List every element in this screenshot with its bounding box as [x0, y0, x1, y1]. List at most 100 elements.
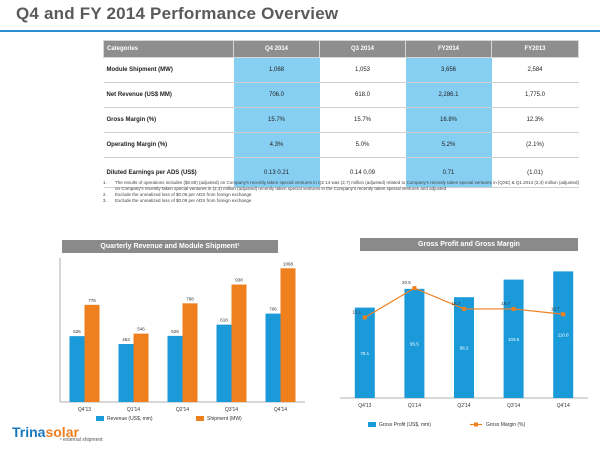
table-cell: 3,656: [405, 57, 492, 83]
margin-point: [362, 315, 367, 320]
bar: [553, 271, 574, 398]
table-row: Module Shipment (MW) 1,068 1,053 3,656 2…: [103, 57, 579, 83]
column-header: Categories: [103, 40, 234, 58]
footnote-number: 3.: [103, 198, 107, 203]
table-cell: 5.2%: [405, 132, 492, 158]
row-label: Module Shipment (MW): [103, 57, 234, 83]
table-cell: 2,286.1: [405, 82, 492, 108]
table-cell: 15.7%: [319, 107, 406, 133]
column-header: Q3 2014: [319, 40, 406, 58]
table-cell: 4.3%: [233, 132, 320, 158]
data-label: 15.7: [551, 306, 560, 311]
legend-swatch: [368, 422, 376, 427]
data-label: 15.1: [352, 309, 361, 314]
column-header: FY2013: [491, 40, 579, 58]
footnote: 1. The results of operations includes ($…: [103, 180, 583, 192]
performance-table: Categories Q4 2014 Q3 2014 FY2014 FY2013…: [103, 40, 579, 188]
bar: [231, 284, 247, 402]
legend-swatch: [474, 422, 478, 427]
bar: [133, 333, 149, 402]
trina-solar-logo: Trinasolar: [12, 424, 79, 440]
bar: [167, 335, 183, 402]
table-cell: 1,053: [319, 57, 406, 83]
legend-label: Shipment (MW): [207, 416, 242, 422]
bar: [280, 268, 296, 402]
data-label: 528: [171, 329, 179, 334]
table-cell: (1.01): [491, 157, 579, 188]
x-tick-label: Q1'14: [127, 407, 140, 413]
table-row: Net Revenue (US$ MM) 706.0 618.0 2,286.1…: [103, 82, 579, 108]
table-cell: 0.14 0.09: [319, 157, 406, 188]
margin-point: [561, 312, 566, 317]
footnote-text: Exclude the unrealized loss of $0.09 per…: [115, 198, 252, 203]
data-label: 463: [122, 337, 130, 342]
data-label: 706: [269, 307, 277, 312]
bar: [265, 313, 281, 402]
x-tick-label: Q4'14: [274, 407, 287, 413]
data-label: 103.6: [508, 337, 520, 342]
x-tick-label: Q2'14: [176, 407, 189, 413]
row-label: Gross Margin (%): [103, 107, 234, 133]
title-divider: [0, 30, 600, 32]
table-cell: 706.0: [233, 82, 320, 108]
page-title: Q4 and FY 2014 Performance Overview: [16, 4, 339, 23]
data-label: 20.6: [402, 280, 411, 285]
table-row: Operating Margin (%) 4.3% 5.0% 5.2% (2.1…: [103, 132, 579, 158]
bar: [182, 303, 198, 402]
data-label: 776: [88, 298, 96, 303]
row-label: Diluted Earnings per ADS (US$): [103, 157, 234, 188]
data-label: 526: [73, 329, 81, 334]
data-label: 788: [186, 296, 194, 301]
table-cell: 12.3%: [491, 107, 579, 133]
data-label: 1068: [283, 261, 294, 266]
table-cell: 16.8%: [405, 107, 492, 133]
footnote-text: Exclude the unrealized loss of $0.06 per…: [115, 192, 252, 197]
legend-label: Revenue (US$, mm): [107, 416, 153, 422]
footnote-text: The results of operations includes ($0.6…: [115, 180, 579, 191]
x-tick-label: Q2'14: [457, 403, 470, 409]
table-cell: (2.1%): [491, 132, 579, 158]
margin-point: [462, 306, 466, 311]
table-cell: 0.13 0.21: [233, 157, 320, 188]
table-cell: 1,068: [233, 57, 320, 83]
bar: [118, 344, 134, 402]
gross-profit-chart-title: Gross Profit and Gross Margin: [360, 238, 578, 251]
x-tick-label: Q4'13: [358, 403, 371, 409]
bar: [454, 297, 474, 398]
column-header: FY2014: [405, 40, 492, 58]
data-label: 110.8: [558, 333, 569, 338]
data-label: 79.1: [360, 351, 369, 356]
row-label: Net Revenue (US$ MM): [103, 82, 234, 108]
bar: [354, 307, 375, 398]
x-tick-label: Q4'13: [78, 407, 91, 413]
margin-point: [412, 286, 417, 291]
footnote-number: 1.: [103, 180, 107, 185]
legend-swatch: [96, 416, 104, 421]
bar: [404, 288, 425, 398]
footnote: 2. Exclude the unrealized loss of $0.06 …: [103, 192, 583, 198]
table-cell: 2,584: [491, 57, 579, 83]
footnote-number: 2.: [103, 192, 107, 197]
column-header: Q4 2014: [233, 40, 320, 58]
legend-label: Gross Margin (%): [486, 422, 526, 428]
row-label: Operating Margin (%): [103, 132, 234, 158]
footnotes: 1. The results of operations includes ($…: [103, 180, 583, 204]
table-cell: 1,775.0: [491, 82, 579, 108]
data-label: 938: [235, 278, 243, 283]
bar: [216, 324, 232, 402]
margin-point: [511, 306, 516, 311]
table-row: Gross Margin (%) 15.7% 15.7% 16.8% 12.3%: [103, 107, 579, 133]
table-cell: 5.0%: [319, 132, 406, 158]
data-label: 16.7: [452, 301, 461, 306]
bar: [84, 304, 100, 402]
data-label: 95.5: [410, 341, 419, 346]
data-label: 88.2: [460, 346, 469, 351]
x-tick-label: Q3'14: [225, 407, 238, 413]
footer-note: ¹ external shipment: [60, 437, 103, 443]
logo-text-accent: solar: [45, 424, 79, 440]
table-header-row: Categories Q4 2014 Q3 2014 FY2014 FY2013: [103, 40, 579, 58]
bar: [69, 336, 85, 402]
table-row: Diluted Earnings per ADS (US$) 0.13 0.21…: [103, 157, 579, 188]
x-tick-label: Q3'14: [507, 403, 520, 409]
